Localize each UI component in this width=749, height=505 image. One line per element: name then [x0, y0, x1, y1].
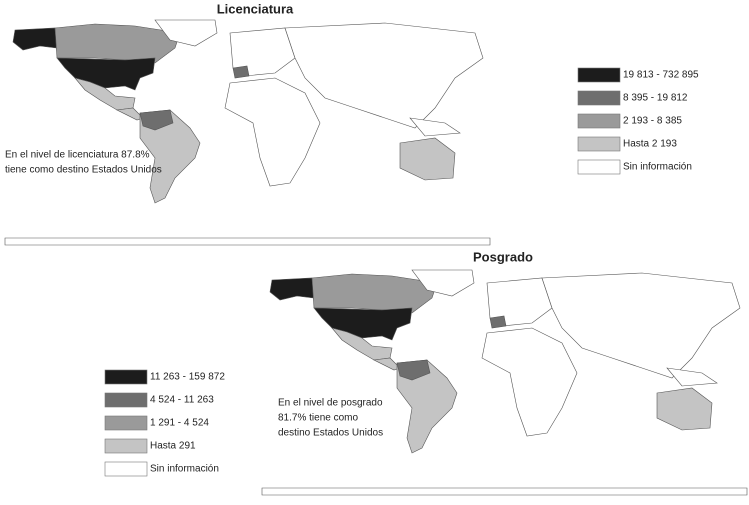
country: [489, 315, 507, 329]
country: [481, 327, 578, 437]
map-title: Posgrado: [473, 249, 533, 264]
annotation: tiene como destino Estados Unidos: [5, 165, 162, 176]
legend-label: 19 813 - 732 895: [623, 70, 699, 81]
legend-swatch: [577, 113, 621, 129]
country: [284, 22, 484, 129]
legend-label: 11 263 - 159 872: [150, 372, 225, 383]
map-title: Licenciatura: [217, 1, 294, 16]
country: [261, 487, 748, 496]
legend-swatch: [577, 90, 621, 106]
legend-swatch: [104, 392, 148, 408]
country: [139, 109, 174, 131]
country: [372, 357, 401, 371]
legend-swatch: [577, 67, 621, 83]
country: [399, 137, 456, 181]
world-map: [4, 19, 491, 246]
country: [396, 359, 431, 381]
legend-label: 2 193 - 8 385: [623, 116, 682, 127]
country: [4, 237, 491, 246]
country: [54, 23, 181, 64]
country: [666, 367, 718, 387]
legend-swatch: [104, 438, 148, 454]
annotation: En el nivel de licenciatura 87.8%: [5, 150, 150, 161]
country: [411, 269, 475, 297]
country: [313, 307, 413, 341]
annotation: destino Estados Unidos: [278, 428, 383, 439]
country: [115, 107, 144, 121]
country: [541, 272, 741, 379]
legend-label: 8 395 - 19 812: [623, 93, 688, 104]
country: [331, 327, 393, 361]
legend-swatch: [104, 415, 148, 431]
legend-label: 1 291 - 4 524: [150, 418, 209, 429]
country: [409, 117, 461, 137]
world-map: [261, 269, 748, 496]
country: [232, 65, 250, 79]
country: [269, 277, 315, 301]
legend-swatch: [104, 461, 148, 477]
legend-label: Sin información: [623, 162, 692, 173]
country: [56, 57, 156, 91]
country: [396, 359, 458, 454]
annotation: En el nivel de posgrado: [278, 398, 383, 409]
annotation: 81.7% tiene como: [278, 413, 358, 424]
legend-label: 4 524 - 11 263: [150, 395, 214, 406]
legend-swatch: [104, 369, 148, 385]
country: [224, 77, 321, 187]
legend-label: Sin información: [150, 464, 219, 475]
legend-swatch: [577, 159, 621, 175]
country: [656, 387, 713, 431]
legend-swatch: [577, 136, 621, 152]
country: [74, 77, 136, 111]
country: [12, 27, 58, 51]
country: [311, 273, 438, 314]
country: [154, 19, 218, 47]
country: [139, 109, 201, 204]
legend-label: Hasta 291: [150, 441, 196, 452]
legend-label: Hasta 2 193: [623, 139, 677, 150]
